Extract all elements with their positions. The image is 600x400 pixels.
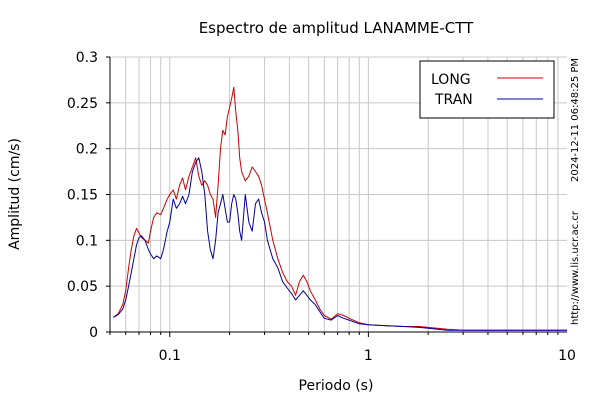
y-tick-label: 0.15: [67, 188, 98, 204]
x-tick-label: 0.1: [159, 348, 181, 364]
y-axis-label: Amplitud (cm/s): [7, 138, 23, 250]
chart-title: Espectro de amplitud LANAMME-CTT: [199, 19, 474, 37]
legend-label-long: LONG: [431, 72, 471, 88]
y-tick-label: 0.25: [67, 96, 98, 112]
series-line-tran: [113, 157, 567, 331]
timestamp-text: 2024-12-11 06:48:25 PM: [570, 58, 581, 182]
y-tick-label: 0.05: [67, 279, 98, 295]
plot-area: [113, 86, 567, 331]
source-url-text: http://www.lis.ucr.ac.cr: [570, 210, 581, 325]
legend-label-tran: TRAN: [434, 92, 473, 108]
legend-box: [419, 60, 555, 119]
y-tick-label: 0.1: [76, 233, 98, 249]
axes: 0 0.05 0.1 0.15 0.2 0.25 0.3 0.1 1 10: [67, 50, 576, 364]
legend: LONG TRAN: [419, 60, 555, 119]
y-tick-label: 0: [89, 325, 98, 341]
series-line-long: [113, 86, 567, 331]
x-tick-label: 1: [364, 348, 373, 364]
x-tick-label: 10: [558, 348, 576, 364]
y-tick-label: 0.2: [76, 142, 98, 158]
x-axis-label: Periodo (s): [299, 378, 374, 394]
y-tick-label: 0.3: [76, 50, 98, 66]
